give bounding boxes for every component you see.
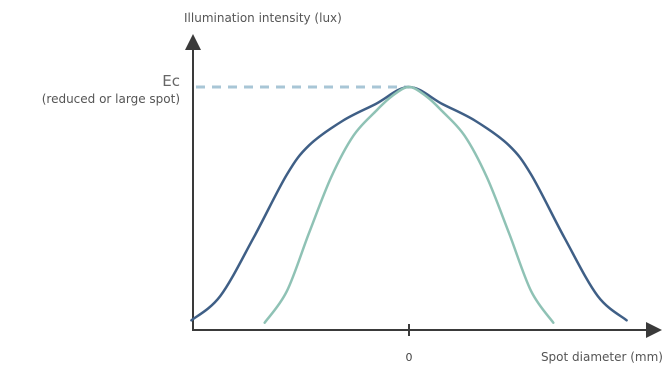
x-axis-label: Spot diameter (mm) xyxy=(541,350,663,364)
x-tick-label-0: 0 xyxy=(406,351,413,364)
x-axis-arrow-icon xyxy=(646,322,662,338)
ec-sublabel: (reduced or large spot) xyxy=(42,92,180,106)
ec-label: Ec xyxy=(162,72,180,90)
y-axis-arrow-icon xyxy=(185,34,201,50)
y-axis-label: Illumination intensity (lux) xyxy=(184,11,342,25)
series-wide-curve xyxy=(190,85,628,322)
series-narrow-curve xyxy=(263,85,555,324)
